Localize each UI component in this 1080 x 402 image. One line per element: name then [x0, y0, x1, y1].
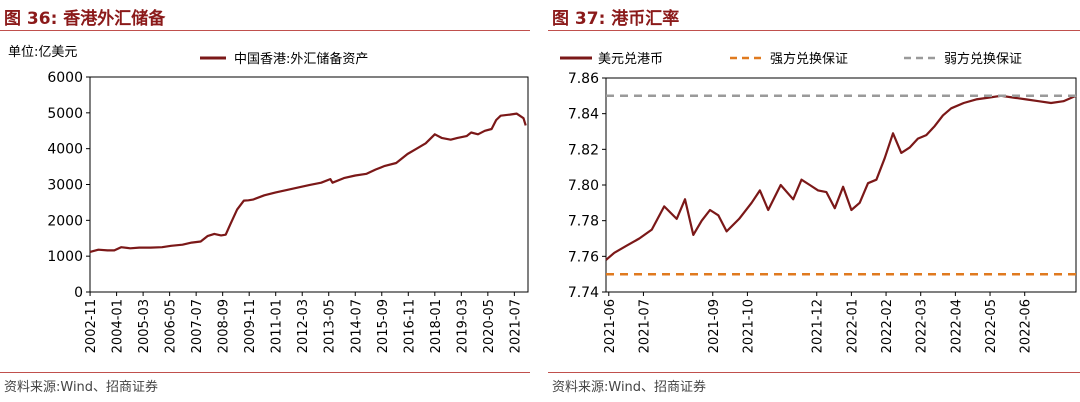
y-tick-label: 7.84	[568, 107, 599, 123]
x-tick-label: 2022-03	[915, 299, 930, 353]
bottom-rule	[0, 372, 530, 373]
y-tick-label: 6000	[47, 70, 83, 86]
x-tick-label: 2016-11	[402, 299, 417, 353]
legend-label-weak-side: 弱方兑换保证	[944, 51, 1022, 67]
y-tick-label: 7.78	[568, 214, 599, 230]
x-tick-label: 2005-03	[137, 299, 152, 353]
x-tick-label: 2021-07	[508, 299, 523, 353]
chart-panel-fx-reserves: 图 36: 香港外汇储备 单位:亿美元 中国香港:外汇储备资产 0 1000 200…	[0, 0, 530, 402]
x-tick-label: 2021-12	[811, 299, 826, 353]
fx-reserves-chart: 单位:亿美元 中国香港:外汇储备资产 0 1000 2000 3000 4000 5000…	[8, 45, 529, 353]
x-tick-label: 2002-11	[84, 299, 99, 353]
x-tick-label: 2022-02	[880, 299, 895, 353]
y-tick-label: 1000	[47, 249, 83, 265]
x-tick-label: 2013-05	[323, 299, 338, 353]
y-tick-label: 7.74	[568, 285, 599, 301]
x-tick-label: 2004-01	[111, 299, 126, 353]
x-tick-label: 2021-07	[637, 299, 652, 353]
legend-label-fx-reserves: 中国香港:外汇储备资产	[234, 51, 368, 67]
source-note: 资料来源:Wind、招商证券	[4, 380, 159, 395]
y-tick-label: 7.80	[568, 178, 599, 194]
source-note: 资料来源:Wind、招商证券	[552, 380, 707, 395]
y-tick-label: 4000	[47, 142, 83, 158]
y-tick-label: 2000	[47, 213, 83, 229]
series-line-0	[605, 94, 1077, 261]
figure-title: 图 37: 港币汇率	[552, 9, 680, 29]
y-tick-label: 7.82	[568, 142, 599, 158]
title-rule	[548, 30, 1080, 31]
x-tick-label: 2022-06	[1019, 299, 1034, 353]
x-tick-label: 2018-01	[429, 299, 444, 353]
x-tick-label: 2009-11	[243, 299, 258, 353]
x-tick-label: 2008-09	[217, 299, 232, 353]
x-tick-label: 2019-03	[455, 299, 470, 353]
y-tick-label: 5000	[47, 106, 83, 122]
y-tick-label: 3000	[47, 178, 83, 194]
x-tick-label: 2012-03	[296, 299, 311, 353]
figure-title: 图 36: 香港外汇储备	[4, 9, 166, 29]
y-tick-label: 0	[74, 285, 83, 301]
hkd-rate-chart: 美元兑港币 强方兑换保证 弱方兑换保证 7.74 7.76 7.78 7.80 7.82…	[560, 51, 1077, 353]
y-tick-label: 7.76	[568, 249, 599, 265]
legend-label-usdhkd: 美元兑港币	[598, 52, 663, 67]
title-rule	[0, 30, 530, 31]
x-tick-label: 2006-05	[164, 299, 179, 353]
x-tick-label: 2011-01	[270, 299, 285, 353]
legend-label-strong-side: 强方兑换保证	[770, 51, 848, 67]
x-tick-label: 2015-09	[376, 299, 391, 353]
plot-frame	[605, 77, 1077, 293]
x-tick-label: 2022-04	[949, 299, 964, 353]
x-tick-label: 2020-05	[482, 299, 497, 353]
y-tick-label: 7.86	[568, 71, 599, 87]
x-tick-label: 2022-05	[984, 299, 999, 353]
x-tick-label: 2014-07	[349, 299, 364, 353]
chart-panel-hkd-rate: 图 37: 港币汇率 美元兑港币 强方兑换保证 弱方兑换保证 7.74 7.76 7…	[548, 0, 1080, 402]
x-tick-label: 2022-01	[845, 299, 860, 353]
bottom-rule	[548, 372, 1080, 373]
x-tick-label: 2021-10	[741, 299, 756, 353]
x-tick-label: 2021-09	[707, 299, 722, 353]
series-line-0	[89, 112, 527, 253]
x-tick-label: 2007-07	[190, 299, 205, 353]
unit-label: 单位:亿美元	[8, 45, 77, 60]
x-tick-label: 2021-06	[603, 299, 618, 353]
